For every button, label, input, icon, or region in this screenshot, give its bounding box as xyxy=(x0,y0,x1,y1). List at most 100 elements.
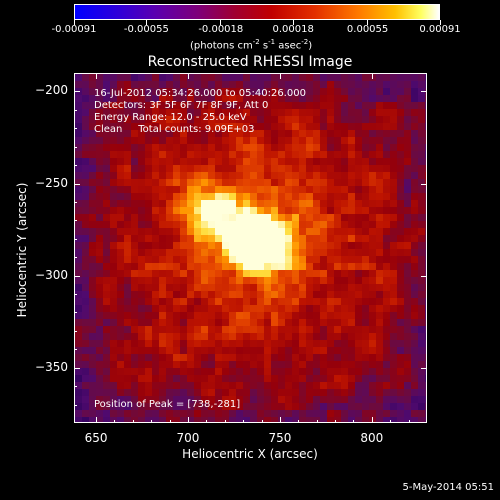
heatmap-cell xyxy=(180,179,188,187)
heatmap-cell xyxy=(187,200,195,208)
heatmap-cell xyxy=(390,81,398,89)
heatmap-cell xyxy=(383,326,391,334)
heatmap-cell xyxy=(159,116,167,124)
heatmap-cell xyxy=(194,361,202,369)
heatmap-cell xyxy=(236,291,244,299)
heatmap-cell xyxy=(425,312,426,320)
heatmap-cell xyxy=(369,277,377,285)
heatmap-cell xyxy=(117,305,125,313)
heatmap-cell xyxy=(187,242,195,250)
heatmap-cell xyxy=(131,144,139,152)
heatmap-cell xyxy=(152,137,160,145)
heatmap-cell xyxy=(355,116,363,124)
heatmap-cell xyxy=(201,130,209,138)
heatmap-cell xyxy=(404,200,412,208)
heatmap-cell xyxy=(236,81,244,89)
heatmap-cell xyxy=(250,137,258,145)
heatmap-cell xyxy=(257,368,265,376)
heatmap-cell xyxy=(390,382,398,390)
heatmap-cell xyxy=(96,242,104,250)
heatmap-cell xyxy=(334,396,342,404)
heatmap-cell xyxy=(411,277,419,285)
heatmap-cell xyxy=(320,333,328,341)
heatmap-cell xyxy=(264,298,272,306)
heatmap-cell xyxy=(117,403,125,411)
heatmap-cell xyxy=(334,165,342,173)
heatmap-cell xyxy=(159,291,167,299)
heatmap-cell xyxy=(348,277,356,285)
heatmap-cell xyxy=(397,417,405,422)
heatmap-cell xyxy=(355,410,363,418)
heatmap-cell xyxy=(75,277,83,285)
heatmap-cell xyxy=(404,95,412,103)
heatmap-cell xyxy=(187,228,195,236)
heatmap-cell xyxy=(82,326,90,334)
heatmap-cell xyxy=(173,137,181,145)
heatmap-cell xyxy=(341,312,349,320)
heatmap-cell xyxy=(166,214,174,222)
heatmap-cell xyxy=(299,116,307,124)
y-minor-tick xyxy=(74,404,77,406)
heatmap-cell xyxy=(208,193,216,201)
heatmap-cell xyxy=(271,319,279,327)
heatmap-cell xyxy=(334,151,342,159)
heatmap-cell xyxy=(89,403,97,411)
heatmap-cell xyxy=(194,249,202,257)
heatmap-cell xyxy=(278,403,286,411)
heatmap-cell xyxy=(243,403,251,411)
heatmap-cell xyxy=(138,95,146,103)
heatmap-cell xyxy=(138,179,146,187)
heatmap-cell xyxy=(313,172,321,180)
heatmap-cell xyxy=(355,144,363,152)
heatmap-cell xyxy=(257,242,265,250)
heatmap-cell xyxy=(327,214,335,222)
heatmap-cell xyxy=(194,396,202,404)
heatmap-cell xyxy=(152,221,160,229)
heatmap-cell xyxy=(187,305,195,313)
heatmap-cell xyxy=(215,284,223,292)
heatmap-cell xyxy=(320,228,328,236)
heatmap-cell xyxy=(180,396,188,404)
heatmap-cell xyxy=(222,102,230,110)
heatmap-cell xyxy=(201,81,209,89)
heatmap-cell xyxy=(96,347,104,355)
heatmap-cell xyxy=(418,137,426,145)
heatmap-cell xyxy=(166,130,174,138)
heatmap-cell xyxy=(257,347,265,355)
heatmap-cell xyxy=(362,354,370,362)
heatmap-cell xyxy=(131,263,139,271)
heatmap-cell xyxy=(334,277,342,285)
heatmap-cell xyxy=(117,116,125,124)
heatmap-cell xyxy=(299,305,307,313)
heatmap-cell xyxy=(271,95,279,103)
heatmap-cell xyxy=(348,340,356,348)
heatmap-cell xyxy=(334,375,342,383)
heatmap-cell xyxy=(215,270,223,278)
heatmap-cell xyxy=(411,193,419,201)
heatmap-cell xyxy=(285,291,293,299)
heatmap-cell xyxy=(201,102,209,110)
heatmap-cell xyxy=(306,340,314,348)
heatmap-cell xyxy=(201,123,209,131)
heatmap-cell xyxy=(145,354,153,362)
heatmap-cell xyxy=(117,375,125,383)
heatmap-cell xyxy=(159,312,167,320)
heatmap-cell xyxy=(257,74,265,82)
heatmap-cell xyxy=(82,270,90,278)
heatmap-cell xyxy=(117,284,125,292)
heatmap-cell xyxy=(222,116,230,124)
heatmap-cell xyxy=(131,151,139,159)
heatmap-cell xyxy=(341,116,349,124)
heatmap-cell xyxy=(411,270,419,278)
heatmap-cell xyxy=(215,221,223,229)
heatmap-cell xyxy=(159,158,167,166)
heatmap-cell xyxy=(96,263,104,271)
heatmap-cell xyxy=(404,396,412,404)
heatmap-cell xyxy=(313,235,321,243)
heatmap-cell xyxy=(166,165,174,173)
heatmap-cell xyxy=(229,235,237,243)
heatmap-cell xyxy=(327,410,335,418)
heatmap-cell xyxy=(306,130,314,138)
heatmap-cell xyxy=(348,137,356,145)
heatmap-cell xyxy=(117,361,125,369)
